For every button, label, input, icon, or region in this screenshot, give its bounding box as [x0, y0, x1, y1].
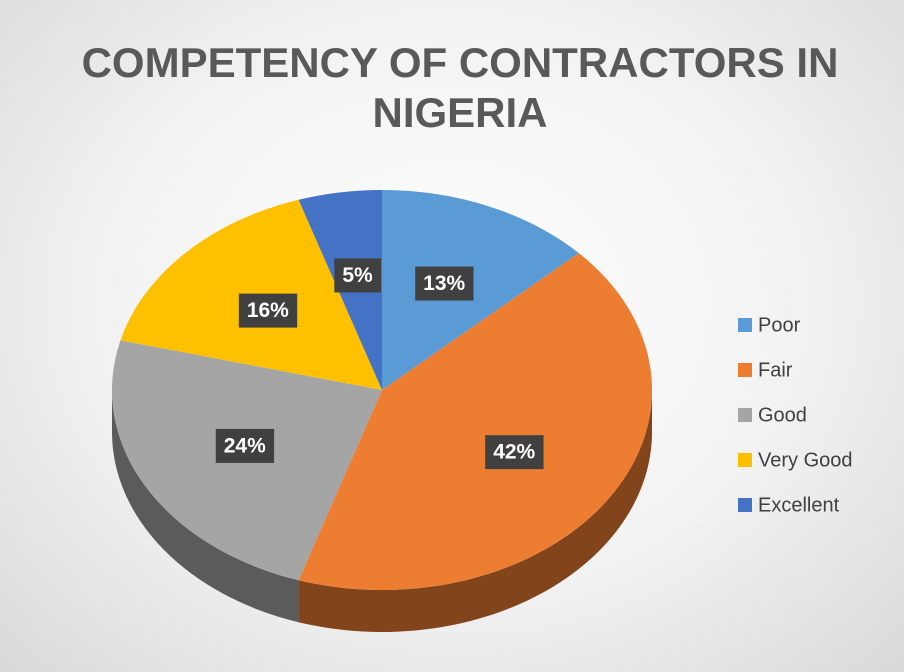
pie-side: [112, 390, 299, 623]
legend-swatch: [738, 408, 752, 422]
legend-swatch: [738, 363, 752, 377]
data-label: 5%: [334, 258, 382, 293]
legend-label: Poor: [758, 314, 801, 336]
data-label-text: 16%: [247, 299, 289, 322]
data-label-box: [238, 293, 298, 328]
legend-label: Fair: [758, 359, 793, 381]
legend-label: Good: [758, 404, 807, 426]
data-label-text: 13%: [423, 272, 465, 295]
legend-label: Excellent: [758, 494, 840, 516]
data-label-box: [415, 266, 474, 301]
pie-slice: [382, 190, 579, 390]
pie-slice: [298, 253, 652, 590]
legend-label: Very Good: [758, 449, 853, 471]
data-label-box: [485, 435, 544, 470]
pie-side: [298, 390, 652, 632]
data-label: 24%: [215, 428, 275, 463]
legend-swatch: [738, 318, 752, 332]
legend-swatch: [738, 453, 752, 467]
data-label-text: 24%: [224, 434, 266, 457]
data-label: 42%: [485, 435, 544, 470]
data-label-text: 5%: [342, 264, 373, 287]
data-label: 13%: [415, 266, 474, 301]
data-label-box: [334, 258, 382, 293]
data-label-text: 42%: [493, 441, 535, 464]
legend-swatch: [738, 498, 752, 512]
data-label-box: [215, 428, 275, 463]
chart-title: COMPETENCY OF CONTRACTORS IN NIGERIA: [81, 39, 839, 136]
data-label: 16%: [238, 293, 298, 328]
